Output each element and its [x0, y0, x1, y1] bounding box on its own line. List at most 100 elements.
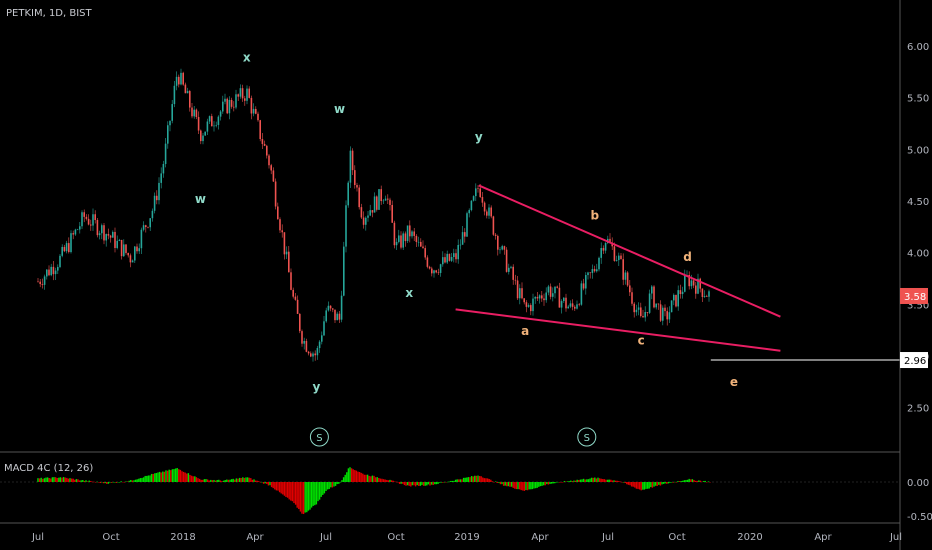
macd-histogram-bar: [261, 482, 263, 483]
macd-histogram-bar: [37, 478, 39, 482]
candle: [349, 150, 352, 183]
candle: [589, 272, 591, 274]
candle: [569, 303, 572, 307]
macd-histogram-bar: [490, 479, 492, 482]
candle: [307, 351, 310, 354]
macd-histogram-bar: [600, 478, 602, 482]
candle: [708, 291, 710, 297]
macd-histogram-bar: [349, 467, 351, 482]
candle: [494, 234, 497, 236]
time-tick-label: Jul: [319, 532, 332, 543]
price-tick-label: 4.50: [907, 197, 929, 208]
macd-histogram-bar: [371, 475, 374, 482]
candle: [83, 212, 85, 217]
macd-histogram-bar: [515, 482, 518, 490]
candle: [257, 113, 259, 121]
macd-histogram-bar: [291, 482, 294, 502]
candle: [239, 88, 242, 97]
candle: [318, 341, 321, 349]
candle: [459, 244, 462, 246]
candle: [116, 240, 118, 249]
macd-histogram-bar: [274, 482, 276, 490]
macd-histogram-bar: [318, 482, 321, 500]
macd-histogram-bar: [616, 480, 618, 482]
macd-histogram-bar: [59, 477, 62, 482]
candle: [272, 170, 275, 182]
macd-histogram-bar: [419, 482, 422, 486]
candle: [362, 217, 365, 225]
macd-histogram-bar: [123, 482, 126, 483]
macd-histogram-bar: [293, 482, 295, 504]
candle: [46, 269, 48, 277]
macd-histogram-bar: [683, 480, 686, 482]
macd-histogram-bar: [445, 482, 447, 483]
candle: [637, 307, 640, 310]
macd-histogram-bar: [146, 475, 148, 482]
candle: [226, 98, 228, 114]
macd-histogram-bar: [198, 478, 201, 482]
candle: [435, 270, 437, 273]
macd-histogram-bar: [568, 481, 570, 482]
candle: [334, 309, 336, 321]
last-price-tag: [900, 287, 928, 304]
macd-histogram-bar: [554, 482, 556, 484]
candle: [464, 232, 466, 237]
trendline[interactable]: [455, 308, 781, 352]
macd-histogram-bar: [682, 480, 684, 482]
candle: [615, 260, 618, 261]
macd-histogram-bar: [128, 480, 130, 482]
candle: [312, 353, 314, 357]
candle: [290, 272, 292, 290]
macd-histogram-bar: [622, 482, 625, 483]
candle: [681, 291, 684, 295]
candle: [378, 189, 380, 210]
macd-histogram-bar: [109, 482, 111, 483]
candle: [514, 279, 517, 281]
macd-histogram-bar: [210, 479, 212, 482]
candle: [444, 257, 446, 263]
macd-histogram-bar: [418, 482, 420, 486]
candle: [596, 269, 598, 272]
trendline[interactable]: [478, 184, 781, 318]
candle: [189, 91, 191, 108]
candle: [424, 248, 426, 258]
macd-histogram-bar: [315, 482, 318, 505]
macd-histogram-bar: [72, 478, 74, 482]
candle: [490, 207, 492, 217]
macd-histogram-bar: [218, 479, 220, 482]
macd-histogram-bar: [571, 481, 574, 482]
candle: [582, 283, 585, 289]
macd-histogram-bar: [320, 482, 322, 497]
macd-histogram-bar: [86, 481, 89, 482]
time-tick-label: Jul: [31, 532, 44, 543]
macd-histogram-bar: [630, 482, 633, 487]
candle: [699, 278, 701, 289]
time-tick-label: Apr: [531, 532, 549, 543]
candle: [541, 295, 543, 299]
macd-histogram-bar: [186, 473, 188, 482]
macd-histogram-bar: [350, 468, 353, 482]
macd-histogram-bar: [307, 482, 310, 511]
macd-histogram-bar: [224, 480, 226, 482]
candle: [470, 200, 473, 211]
candle: [92, 214, 94, 226]
candle: [54, 270, 57, 275]
macd-histogram-bar: [93, 481, 95, 483]
macd-histogram-bar: [326, 482, 329, 490]
macd-histogram-bar: [194, 476, 196, 482]
macd-histogram-bar: [510, 482, 513, 487]
macd-histogram-bar: [539, 482, 542, 487]
macd-histogram-bar: [58, 477, 60, 482]
candle: [406, 225, 409, 242]
macd-histogram-bar: [134, 479, 137, 482]
macd-histogram-bar: [550, 482, 553, 484]
candle: [679, 290, 682, 295]
macd-histogram-bar: [627, 482, 630, 485]
candle: [697, 278, 699, 294]
candle: [356, 185, 358, 188]
macd-histogram-bar: [454, 479, 457, 482]
macd-histogram-bar: [675, 482, 678, 483]
candle: [585, 275, 587, 289]
candle: [646, 312, 649, 313]
